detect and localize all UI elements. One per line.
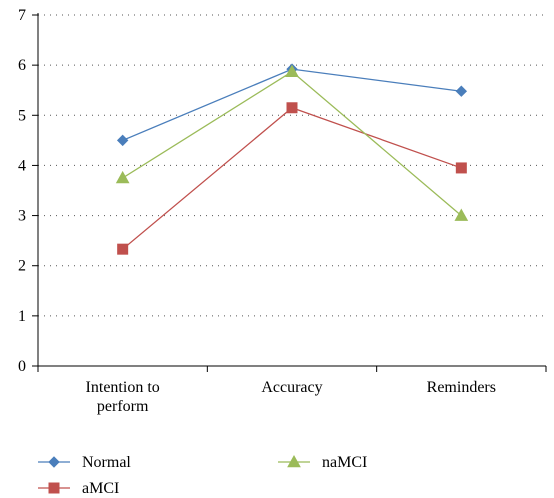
- point-normal: [116, 134, 129, 147]
- point-namci: [115, 170, 130, 184]
- series-namci: [115, 64, 469, 221]
- series-group: [115, 63, 469, 255]
- x-tick-label-line: Reminders: [427, 379, 496, 396]
- y-tick-label: 2: [18, 258, 26, 275]
- legend-label-namci: naMCI: [322, 454, 367, 471]
- y-tick-label: 4: [18, 157, 26, 174]
- legend-label-normal: Normal: [82, 454, 131, 471]
- y-tick-label: 7: [18, 7, 26, 24]
- y-tick-label: 1: [18, 308, 26, 325]
- legend-item-namci: naMCI: [278, 454, 367, 471]
- x-tick-label: Intention to perform: [86, 379, 160, 415]
- y-tick-label: 0: [18, 358, 26, 375]
- y-tick-label: 3: [18, 208, 26, 225]
- point-amci: [117, 243, 129, 255]
- y-tick-label: 6: [18, 57, 26, 74]
- x-tick-label: Accuracy: [261, 379, 322, 396]
- point-namci: [285, 64, 299, 77]
- legend-marker-amci: [48, 482, 60, 494]
- point-namci: [454, 208, 469, 221]
- legend-item-normal: Normal: [38, 454, 131, 471]
- x-tick-label-line: Accuracy: [261, 379, 322, 396]
- x-tick-label-line: Intention to: [86, 379, 160, 396]
- tick-labels: 0 1 2 3 4 5 6 7 Intention to perform Accuracy Remin…: [18, 7, 496, 415]
- axes: [32, 13, 547, 372]
- point-amci: [455, 162, 467, 174]
- x-tick-label-line: perform: [97, 398, 149, 415]
- series-line-namci: [122, 70, 462, 217]
- point-normal: [455, 85, 468, 97]
- legend-label-amci: aMCI: [82, 480, 119, 497]
- series-line-amci: [122, 107, 462, 250]
- legend: Normal aMCI naMCI: [38, 454, 367, 497]
- legend-marker-namci: [287, 454, 301, 468]
- y-tick-label: 5: [18, 107, 26, 124]
- legend-item-amci: aMCI: [38, 480, 119, 497]
- gridlines: [38, 14, 546, 317]
- point-amci: [286, 102, 298, 114]
- series-amci: [117, 102, 467, 255]
- x-tick-label: Reminders: [427, 379, 496, 396]
- legend-marker-normal: [48, 456, 60, 468]
